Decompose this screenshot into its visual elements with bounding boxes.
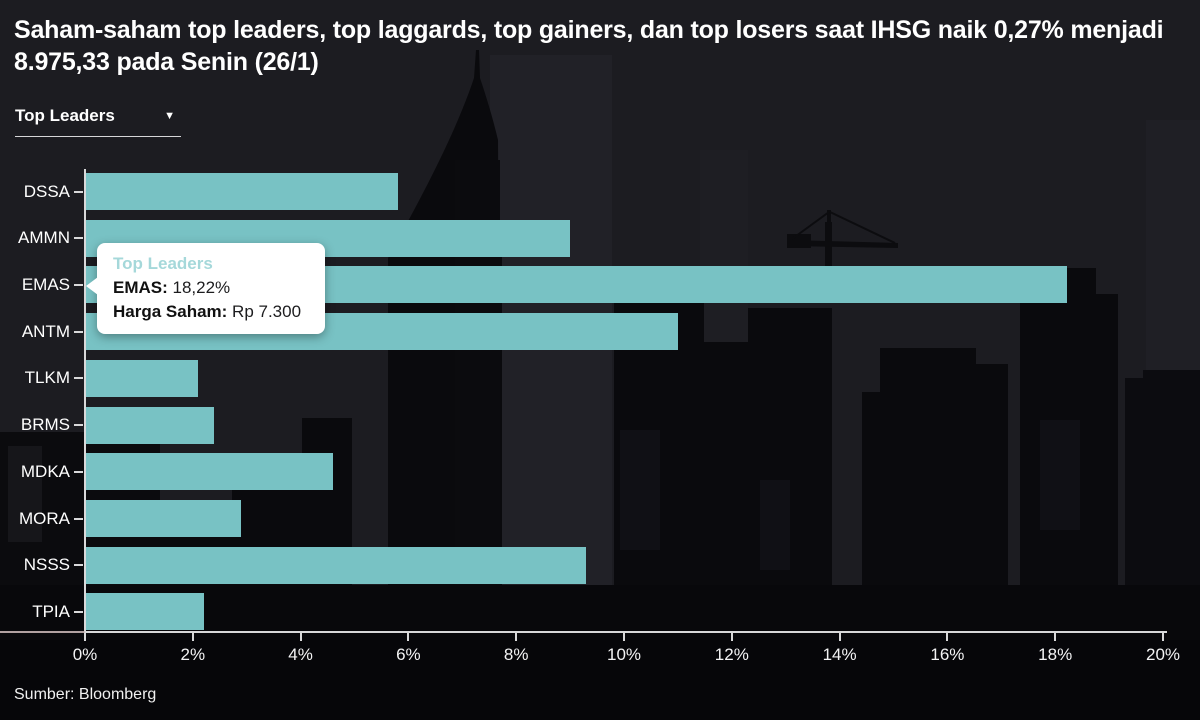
x-axis-tick	[730, 633, 733, 641]
x-axis-tick	[1054, 633, 1057, 641]
x-axis-tick-label: 6%	[396, 645, 421, 664]
x-axis-tick-label: 16%	[930, 645, 965, 664]
y-axis-label-emas: EMAS	[21, 274, 70, 294]
bar-tlkm[interactable]	[85, 359, 199, 397]
x-axis-tick	[623, 633, 625, 641]
x-axis-tick-label: 10%	[606, 645, 642, 664]
page-title: Saham-saham top leaders, top laggards, t…	[14, 16, 1164, 76]
y-axis-label-brms: BRMS	[20, 415, 70, 435]
x-axis-tick-label: 14%	[822, 645, 857, 664]
y-axis-tick	[74, 330, 83, 333]
bar-mdka[interactable]	[85, 453, 333, 491]
tooltip-value-line: EMAS: 18,22%	[113, 278, 231, 297]
y-axis-tick	[74, 237, 83, 240]
y-axis-tick	[74, 377, 83, 380]
x-axis-tick-label: 12%	[714, 645, 749, 664]
y-axis-label-antm: ANTM	[21, 321, 70, 341]
y-axis-label-tpia: TPIA	[32, 601, 70, 621]
x-axis-tick-label: 20%	[1145, 645, 1181, 664]
bar-dssa[interactable]	[85, 173, 398, 210]
series-dropdown[interactable]: Top Leaders ▼	[15, 104, 181, 137]
x-axis-tick-label: 4%	[288, 645, 313, 664]
x-axis-tick-label: 8%	[503, 645, 529, 664]
x-axis-tick-label: 0%	[72, 645, 98, 664]
bar-brms[interactable]	[85, 406, 215, 444]
crane-silhouette	[787, 210, 898, 270]
tooltip-series-name: Top Leaders	[113, 254, 213, 273]
x-axis-tick	[191, 633, 194, 641]
bar-nsss[interactable]	[85, 546, 587, 584]
y-axis-tick	[74, 517, 83, 520]
x-axis-tick	[407, 633, 410, 641]
x-axis-tick-label: 2%	[180, 645, 206, 664]
x-axis-tick	[1162, 633, 1164, 641]
y-axis-label-nsss: NSSS	[23, 555, 70, 575]
x-axis-tick	[946, 633, 949, 641]
x-axis-line-extension	[0, 631, 85, 633]
x-axis-tick	[84, 633, 86, 641]
bar-tpia[interactable]	[85, 593, 204, 631]
chart-tooltip: Top Leaders EMAS: 18,22% Harga Saham: Rp…	[86, 243, 325, 334]
source-attribution: Sumber: Bloomberg	[14, 686, 157, 703]
y-axis-label-ammn: AMMN	[18, 228, 70, 248]
y-axis-label-dssa: DSSA	[23, 181, 70, 201]
series-dropdown-label: Top Leaders	[15, 106, 115, 125]
y-axis-label-mdka: MDKA	[20, 461, 70, 481]
chevron-down-icon: ▼	[164, 110, 175, 122]
x-axis-tick	[515, 633, 518, 641]
tooltip-price-line: Harga Saham: Rp 7.300	[113, 302, 302, 321]
y-axis-tick	[74, 470, 83, 473]
y-axis-tick	[74, 564, 83, 567]
y-axis-label-mora: MORA	[19, 508, 70, 528]
y-axis-tick	[74, 283, 83, 286]
y-axis-label-tlkm: TLKM	[24, 368, 70, 388]
x-axis-tick	[299, 633, 302, 641]
x-axis-tick	[838, 633, 841, 641]
x-axis-line	[85, 631, 1167, 633]
y-axis-tick	[74, 424, 83, 427]
bar-mora[interactable]	[85, 500, 242, 538]
y-axis-tick	[74, 610, 83, 613]
y-axis-tick	[74, 190, 83, 193]
x-axis-tick-label: 18%	[1038, 645, 1073, 664]
y-axis-line	[84, 169, 86, 633]
